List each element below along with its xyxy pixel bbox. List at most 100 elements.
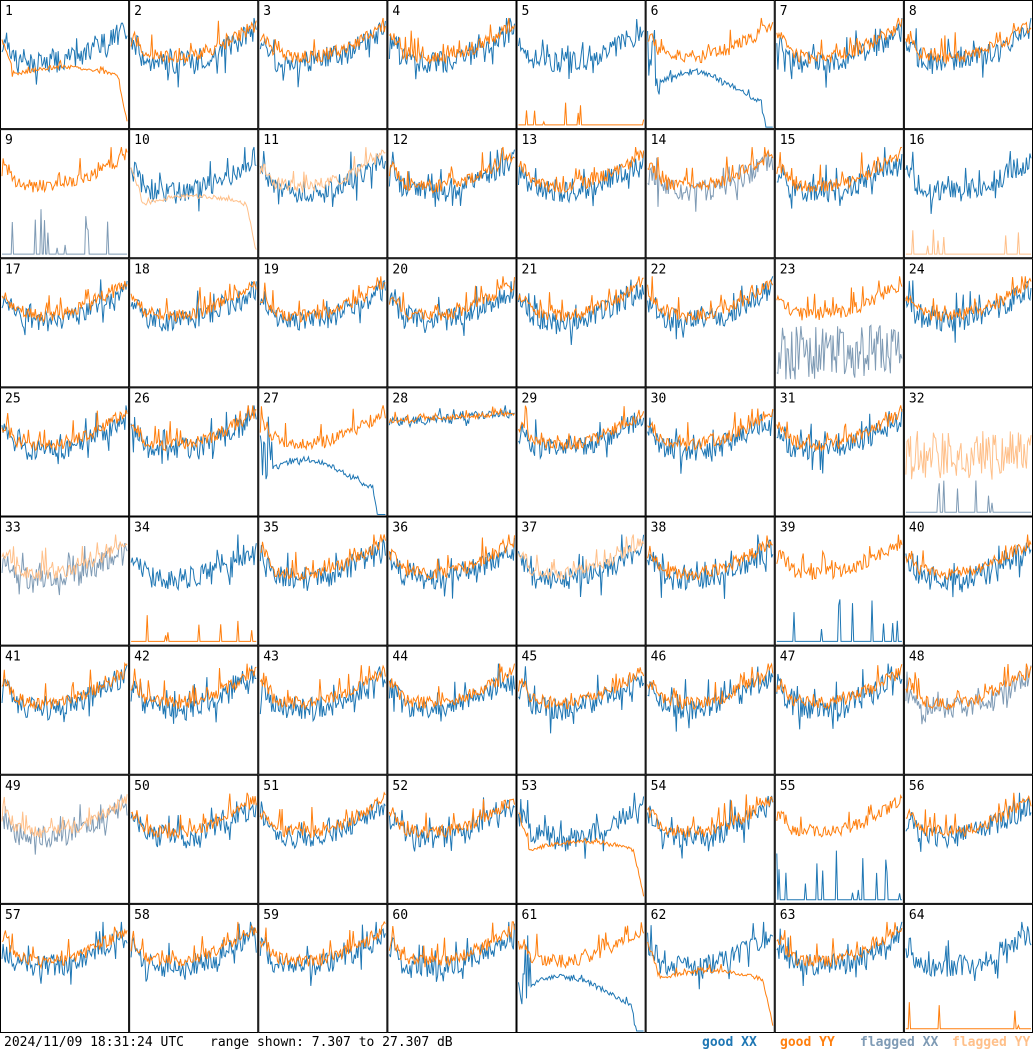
series-good-xx xyxy=(905,921,1032,981)
panel-frame xyxy=(258,903,388,1033)
panel-label: 64 xyxy=(909,908,925,923)
series-good-yy xyxy=(388,534,515,580)
series-flagged-xx xyxy=(1,794,128,855)
panel-label: 63 xyxy=(780,908,796,923)
panel-57: 57 xyxy=(0,903,130,1033)
series-good-yy xyxy=(518,102,645,126)
series-good-xx xyxy=(647,666,774,732)
panel-frame xyxy=(0,387,130,517)
series-flagged-xx xyxy=(1,541,128,596)
panel-26: 26 xyxy=(129,387,259,517)
panel-52: 52 xyxy=(387,774,517,904)
series-good-xx xyxy=(130,146,257,212)
panel-label: 19 xyxy=(263,262,279,277)
panel-label: 38 xyxy=(651,521,667,536)
panel-36: 36 xyxy=(387,516,517,646)
series-good-yy xyxy=(518,812,645,897)
series-good-xx xyxy=(776,921,903,987)
series-good-yy xyxy=(647,794,774,838)
panel-label: 25 xyxy=(5,391,21,406)
panel-41: 41 xyxy=(0,645,130,775)
panel-frame xyxy=(387,387,517,517)
panel-11: 11 xyxy=(258,129,388,259)
series-good-yy xyxy=(388,17,515,65)
panel-51: 51 xyxy=(258,774,388,904)
series-good-yy xyxy=(1,147,128,194)
panel-47: 47 xyxy=(774,645,904,775)
series-good-yy xyxy=(388,146,515,194)
series-good-xx xyxy=(518,18,645,80)
series-good-yy xyxy=(130,792,257,840)
panel-12: 12 xyxy=(387,129,517,259)
series-good-xx xyxy=(259,800,386,850)
series-flagged-xx xyxy=(2,209,128,255)
panel-21: 21 xyxy=(516,258,646,388)
series-good-xx xyxy=(388,280,515,336)
series-good-yy xyxy=(518,147,645,195)
panel-label: 4 xyxy=(392,4,400,19)
series-good-xx xyxy=(776,663,903,730)
panel-60: 60 xyxy=(387,903,517,1033)
panel-24: 24 xyxy=(903,258,1033,388)
panel-frame xyxy=(0,645,130,775)
panel-label: 53 xyxy=(522,779,538,794)
series-good-yy xyxy=(1,926,128,970)
series-good-yy xyxy=(130,280,257,323)
panel-15: 15 xyxy=(774,129,904,259)
series-good-xx xyxy=(388,663,515,722)
panel-9: 9 xyxy=(0,129,130,259)
series-good-xx xyxy=(647,409,774,474)
panel-frame xyxy=(774,0,904,130)
panel-label: 27 xyxy=(263,391,279,406)
panel-label: 18 xyxy=(134,262,150,277)
panel-frame xyxy=(645,0,775,130)
series-good-xx xyxy=(647,795,774,859)
panel-label: 41 xyxy=(5,650,21,665)
panel-label: 49 xyxy=(5,779,21,794)
panel-35: 35 xyxy=(258,516,388,646)
panel-label: 21 xyxy=(522,262,538,277)
series-good-yy xyxy=(647,17,774,64)
panel-44: 44 xyxy=(387,645,517,775)
panel-1: 1 xyxy=(0,0,130,130)
series-good-xx xyxy=(518,279,645,346)
series-flagged-yy xyxy=(905,431,1032,480)
panel-frame xyxy=(903,516,1033,646)
panel-58: 58 xyxy=(129,903,259,1033)
panel-label: 26 xyxy=(134,391,150,406)
panel-43: 43 xyxy=(258,645,388,775)
series-good-yy xyxy=(518,922,645,969)
panel-label: 42 xyxy=(134,650,150,665)
series-good-xx xyxy=(259,20,386,88)
panel-label: 14 xyxy=(651,133,667,148)
series-good-yy xyxy=(647,535,773,581)
series-good-yy xyxy=(647,276,774,324)
panel-7: 7 xyxy=(774,0,904,130)
panel-label: 3 xyxy=(263,4,271,19)
series-good-yy xyxy=(647,662,774,710)
series-flagged-xx xyxy=(905,665,1032,725)
panel-frame xyxy=(0,774,130,904)
series-good-xx xyxy=(905,150,1032,214)
series-good-xx xyxy=(130,280,257,332)
panel-frame xyxy=(0,258,130,388)
panel-frame xyxy=(387,0,517,130)
series-flagged-yy xyxy=(905,229,1031,255)
series-good-yy xyxy=(130,663,257,709)
panel-5: 5 xyxy=(516,0,646,130)
panel-28: 28 xyxy=(387,387,517,517)
panel-frame xyxy=(774,516,904,646)
series-flagged-yy xyxy=(1,534,128,582)
panel-45: 45 xyxy=(516,645,646,775)
panel-label: 47 xyxy=(780,650,796,665)
panel-label: 44 xyxy=(392,650,408,665)
panel-4: 4 xyxy=(387,0,517,130)
series-good-xx xyxy=(647,534,774,599)
series-good-xx xyxy=(905,542,1032,598)
panel-frame xyxy=(258,774,388,904)
panel-frame xyxy=(903,0,1033,130)
footer: 2024/11/09 18:31:24 UTC range shown: 7.3… xyxy=(0,1033,1033,1053)
panel-18: 18 xyxy=(129,258,259,388)
series-good-xx xyxy=(259,416,386,515)
series-good-yy xyxy=(130,405,257,452)
